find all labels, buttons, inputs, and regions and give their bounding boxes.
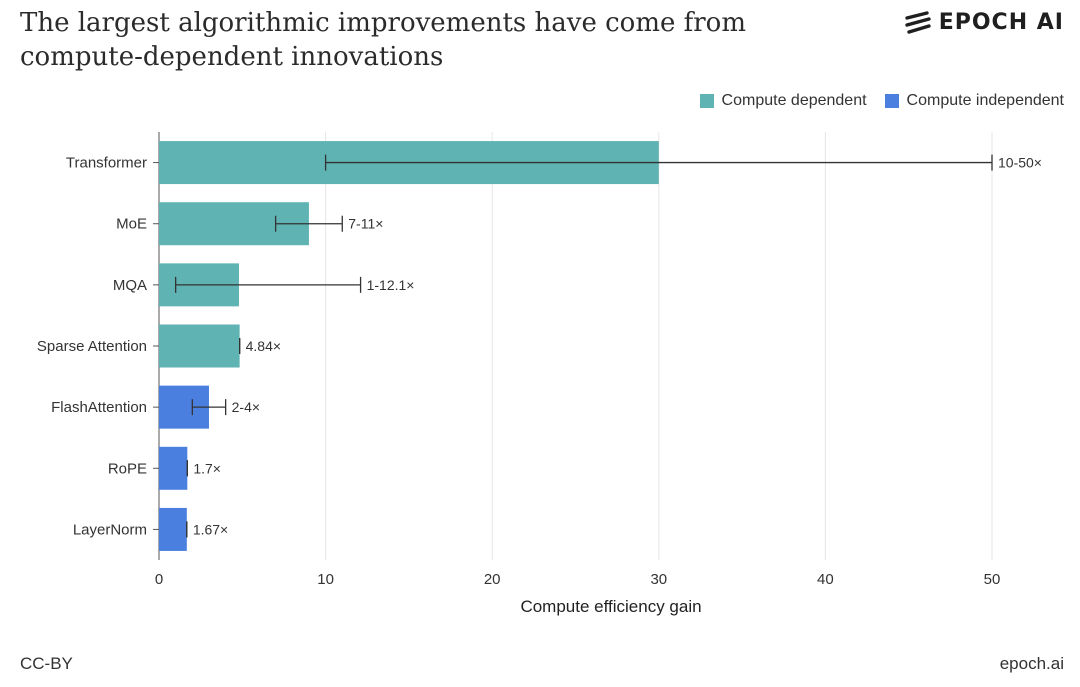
- bar-sparse-attention: [159, 324, 240, 368]
- epoch-stripes-icon: [905, 10, 931, 34]
- bar-layernorm: [159, 507, 187, 551]
- x-tick-label-20: 20: [484, 571, 501, 588]
- x-tick-label-40: 40: [817, 571, 834, 588]
- bar-value-label-rope: 1.7×: [193, 460, 221, 476]
- legend-swatch-compute-dependent: [699, 94, 714, 108]
- x-tick-label-30: 30: [650, 571, 667, 588]
- license-text: CC-BY: [20, 654, 73, 673]
- category-label-transformer: Transformer: [66, 155, 147, 172]
- bar-value-label-moe: 7-11×: [348, 216, 383, 232]
- x-tick-label-10: 10: [317, 571, 334, 588]
- category-label-sparse-attention: Sparse Attention: [37, 338, 147, 355]
- category-label-moe: MoE: [116, 216, 147, 233]
- bar-value-label-mqa: 1-12.1×: [367, 277, 415, 293]
- bar-value-label-layernorm: 1.67×: [193, 521, 228, 537]
- site-link[interactable]: epoch.ai: [999, 654, 1064, 673]
- legend-item-compute-dependent[interactable]: Compute dependent: [699, 92, 867, 110]
- category-label-flashattention: FlashAttention: [51, 399, 147, 416]
- bar-value-label-flashattention: 2-4×: [232, 399, 260, 415]
- legend-label-compute-dependent: Compute dependent: [721, 92, 867, 109]
- legend-swatch-compute-independent: [884, 94, 899, 108]
- category-label-layernorm: LayerNorm: [73, 521, 147, 538]
- legend-label-compute-independent: Compute independent: [906, 92, 1064, 109]
- x-tick-label-0: 0: [155, 571, 163, 588]
- chart-title: The largest algorithmic improvements hav…: [20, 8, 746, 72]
- bar-rope: [159, 446, 188, 490]
- bar-value-label-transformer: 10-50×: [998, 155, 1042, 171]
- brand-name: EPOCH AI: [938, 10, 1064, 35]
- category-label-rope: RoPE: [108, 460, 147, 477]
- category-label-mqa: MQA: [113, 277, 147, 294]
- x-tick-label-50: 50: [984, 571, 1001, 588]
- bar-value-label-sparse-attention: 4.84×: [246, 338, 281, 354]
- brand-logo[interactable]: EPOCH AI: [905, 10, 1064, 35]
- bar-chart: 0 10 20 30 40 50 Compute efficiency gain Transf…: [37, 132, 1042, 616]
- x-axis-title: Compute efficiency gain: [520, 597, 701, 616]
- legend-item-compute-independent[interactable]: Compute independent: [884, 92, 1064, 110]
- chart-legend: Compute dependent Compute independent: [699, 92, 1064, 110]
